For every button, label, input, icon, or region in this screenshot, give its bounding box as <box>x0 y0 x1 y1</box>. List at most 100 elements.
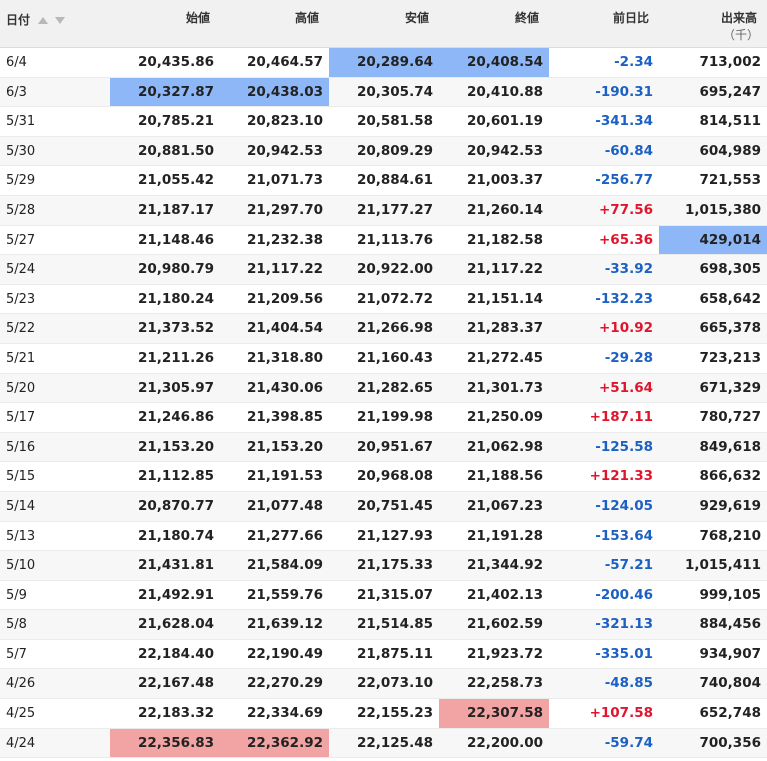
cell-low-value: 20,884.61 <box>356 172 433 189</box>
cell-high: 21,117.22 <box>220 255 329 284</box>
cell-volume: 1,015,411 <box>659 551 767 580</box>
cell-change-value: -132.23 <box>595 290 653 307</box>
sort-descending-icon[interactable] <box>55 16 66 24</box>
cell-close-value: 21,117.22 <box>466 261 543 278</box>
cell-change-value: -190.31 <box>595 83 653 100</box>
cell-high-value: 21,153.20 <box>246 438 323 455</box>
cell-change: -341.34 <box>549 107 659 136</box>
cell-volume: 429,014 <box>659 225 767 255</box>
cell-volume-value: 929,619 <box>699 497 762 514</box>
cell-low: 21,175.33 <box>329 551 439 580</box>
cell-date: 5/29 <box>0 166 110 195</box>
cell-change-value: -124.05 <box>595 497 653 514</box>
cell-low: 21,282.65 <box>329 374 439 403</box>
cell-open: 22,356.83 <box>110 728 220 758</box>
cell-close: 21,402.13 <box>439 581 549 610</box>
column-header-volume-unit: （千） <box>722 28 759 42</box>
cell-volume: 768,210 <box>659 522 767 551</box>
cell-close: 21,283.37 <box>439 314 549 343</box>
cell-low-value: 21,072.72 <box>356 290 433 307</box>
sort-toggle[interactable] <box>38 13 68 27</box>
cell-date-value: 5/29 <box>6 173 36 189</box>
cell-volume-value: 700,356 <box>699 734 762 751</box>
cell-low: 20,884.61 <box>329 166 439 195</box>
table-row: 5/21 21,211.26 21,318.80 21,160.43 21,272.45… <box>0 344 767 374</box>
cell-change-value: -33.92 <box>604 261 653 278</box>
cell-low: 22,073.10 <box>329 669 439 698</box>
cell-change-value: -200.46 <box>595 586 653 603</box>
cell-open-value: 21,153.20 <box>137 438 214 455</box>
cell-close-value: 21,003.37 <box>466 172 543 189</box>
cell-change-value: -125.58 <box>595 438 653 455</box>
cell-close: 21,602.59 <box>439 610 549 639</box>
cell-change: -59.74 <box>549 729 659 758</box>
cell-low-value: 20,968.08 <box>356 468 433 485</box>
cell-open-value: 20,881.50 <box>137 142 214 159</box>
cell-date: 5/10 <box>0 551 110 580</box>
cell-change-value: -29.28 <box>604 349 653 366</box>
table-row: 5/31 20,785.21 20,823.10 20,581.58 20,601.19… <box>0 107 767 137</box>
cell-date-value: 5/23 <box>6 291 36 307</box>
cell-open: 21,148.46 <box>110 226 220 255</box>
cell-close: 20,942.53 <box>439 137 549 166</box>
cell-date: 5/22 <box>0 314 110 343</box>
cell-volume-value: 721,553 <box>699 172 762 189</box>
cell-change-value: +187.11 <box>589 409 653 426</box>
column-header-date[interactable]: 日付 <box>0 0 110 47</box>
cell-change: -2.34 <box>549 48 659 77</box>
cell-close-value: 21,151.14 <box>466 290 543 307</box>
cell-change-value: +107.58 <box>589 705 653 722</box>
sort-ascending-icon[interactable] <box>38 16 49 24</box>
cell-close-value: 22,258.73 <box>466 675 543 692</box>
cell-date-value: 5/31 <box>6 114 36 130</box>
cell-date: 5/17 <box>0 403 110 432</box>
cell-volume: 604,989 <box>659 137 767 166</box>
table-row: 5/22 21,373.52 21,404.54 21,266.98 21,283.37… <box>0 314 767 344</box>
cell-date-value: 5/24 <box>6 262 36 278</box>
cell-date: 5/28 <box>0 196 110 225</box>
cell-volume: 740,804 <box>659 669 767 698</box>
cell-high-value: 21,117.22 <box>246 261 323 278</box>
cell-low: 20,809.29 <box>329 137 439 166</box>
cell-date-value: 5/17 <box>6 410 36 426</box>
cell-low-value: 21,315.07 <box>356 586 433 603</box>
cell-date: 5/15 <box>0 462 110 491</box>
cell-low: 20,581.58 <box>329 107 439 136</box>
cell-low: 20,922.00 <box>329 255 439 284</box>
table-row: 5/10 21,431.81 21,584.09 21,175.33 21,344.92… <box>0 551 767 581</box>
cell-date: 5/31 <box>0 107 110 136</box>
cell-volume-value: 1,015,380 <box>684 201 761 218</box>
cell-low-value: 22,073.10 <box>356 675 433 692</box>
cell-high-value: 22,362.92 <box>246 734 323 751</box>
column-header-date-label: 日付 <box>6 13 31 27</box>
cell-change: +10.92 <box>549 314 659 343</box>
cell-open-value: 21,112.85 <box>137 468 214 485</box>
cell-change: +77.56 <box>549 196 659 225</box>
cell-close-value: 21,283.37 <box>466 320 543 337</box>
cell-low: 21,875.11 <box>329 640 439 669</box>
cell-volume: 652,748 <box>659 699 767 728</box>
cell-close: 20,410.88 <box>439 78 549 107</box>
cell-high-value: 20,823.10 <box>246 113 323 130</box>
cell-low: 20,968.08 <box>329 462 439 491</box>
cell-open-value: 20,327.87 <box>137 83 214 100</box>
cell-volume-value: 652,748 <box>699 705 762 722</box>
cell-date: 5/9 <box>0 581 110 610</box>
cell-volume: 658,642 <box>659 285 767 314</box>
cell-date-value: 4/24 <box>6 735 36 751</box>
cell-high-value: 21,077.48 <box>246 497 323 514</box>
cell-close: 21,250.09 <box>439 403 549 432</box>
table-row: 4/24 22,356.83 22,362.92 22,125.48 22,200.00… <box>0 728 767 759</box>
cell-close-value: 21,067.23 <box>466 497 543 514</box>
cell-open-value: 22,167.48 <box>137 675 214 692</box>
cell-close: 20,408.54 <box>439 48 549 77</box>
cell-high: 21,584.09 <box>220 551 329 580</box>
cell-open: 20,785.21 <box>110 107 220 136</box>
cell-high: 22,270.29 <box>220 669 329 698</box>
cell-high-value: 20,942.53 <box>246 142 323 159</box>
table-row: 5/9 21,492.91 21,559.76 21,315.07 21,402.13 -… <box>0 581 767 611</box>
cell-volume: 721,553 <box>659 166 767 195</box>
cell-change: +121.33 <box>549 462 659 491</box>
cell-change-value: +77.56 <box>598 201 653 218</box>
cell-open-value: 21,373.52 <box>137 320 214 337</box>
